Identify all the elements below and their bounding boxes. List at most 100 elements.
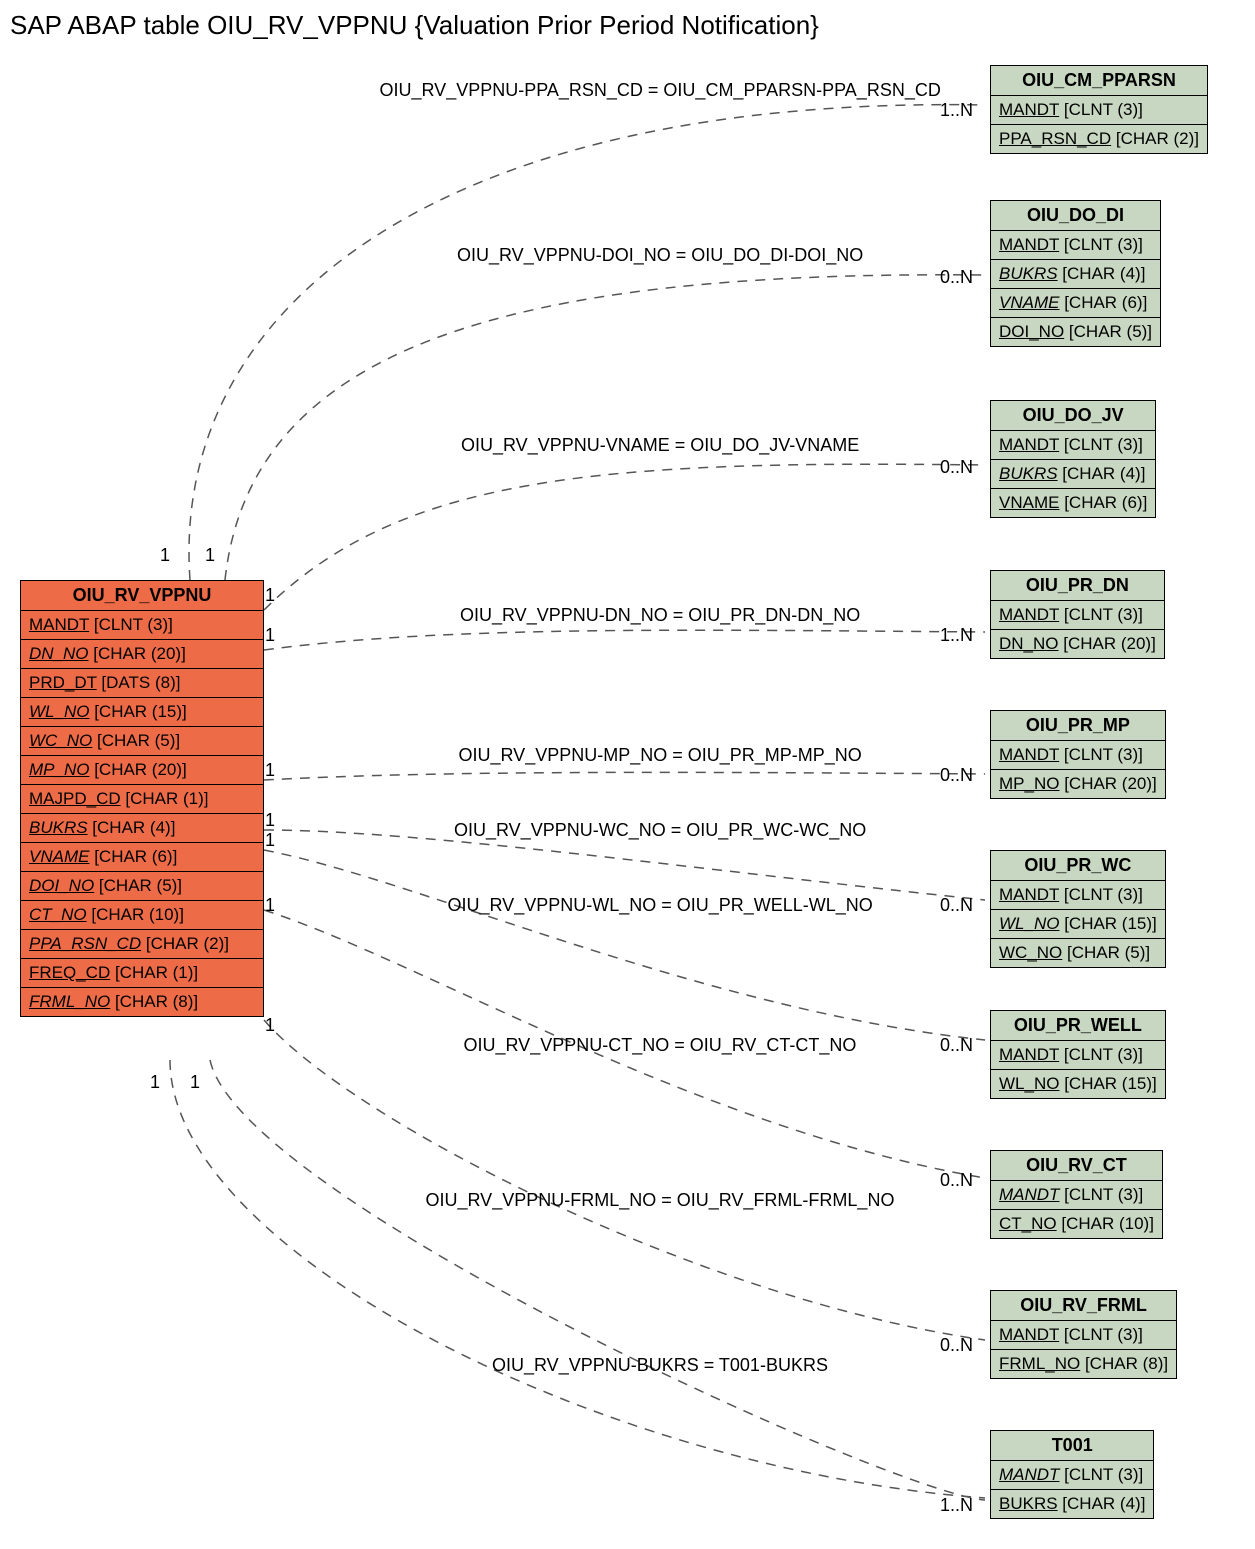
related-table-do_jv: OIU_DO_JVMANDT [CLNT (3)]BUKRS [CHAR (4)…: [990, 400, 1156, 518]
field-type: [CLNT (3)]: [1059, 235, 1143, 254]
cardinality-left-rv_ct: 1: [265, 1015, 275, 1036]
table-field-row: MP_NO [CHAR (20)]: [21, 756, 263, 785]
field-type: [CLNT (3)]: [1059, 100, 1143, 119]
edge-label-rv_frml: OIU_RV_VPPNU-BUKRS = T001-BUKRS: [492, 1355, 828, 1376]
table-field-row: DOI_NO [CHAR (5)]: [21, 872, 263, 901]
field-type: [CLNT (3)]: [1059, 1465, 1143, 1484]
cardinality-right-rv_frml: 0..N: [940, 1335, 973, 1356]
cardinality-right-t001: 1..N: [940, 1495, 973, 1516]
table-field-row: DOI_NO [CHAR (5)]: [991, 318, 1160, 346]
field-name: MANDT: [999, 1465, 1059, 1484]
field-type: [CHAR (5)]: [94, 876, 182, 895]
edge-label-rv_ct: OIU_RV_VPPNU-FRML_NO = OIU_RV_FRML-FRML_…: [426, 1190, 895, 1211]
cardinality-left-pr_wc: 1: [265, 810, 275, 831]
field-name: BUKRS: [999, 464, 1058, 483]
field-name: MANDT: [999, 100, 1059, 119]
cardinality-right-do_jv: 0..N: [940, 457, 973, 478]
field-type: [CHAR (4)]: [1058, 264, 1146, 283]
main-table-oiu-rv-vppnu: OIU_RV_VPPNU MANDT [CLNT (3)]DN_NO [CHAR…: [20, 580, 264, 1017]
edge-label-do_di: OIU_RV_VPPNU-DOI_NO = OIU_DO_DI-DOI_NO: [457, 245, 863, 266]
related-table-cm_pparsn: OIU_CM_PPARSNMANDT [CLNT (3)]PPA_RSN_CD …: [990, 65, 1208, 154]
field-name: MANDT: [999, 1045, 1059, 1064]
field-type: [CHAR (20)]: [1059, 634, 1156, 653]
field-name: BUKRS: [999, 1494, 1058, 1513]
table-field-row: MANDT [CLNT (3)]: [991, 231, 1160, 260]
field-name: DOI_NO: [29, 876, 94, 895]
table-field-row: MANDT [CLNT (3)]: [991, 741, 1165, 770]
field-name: PRD_DT: [29, 673, 97, 692]
field-type: [CHAR (2)]: [1111, 129, 1199, 148]
field-type: [CHAR (6)]: [1059, 293, 1147, 312]
table-field-row: VNAME [CHAR (6)]: [991, 289, 1160, 318]
field-name: BUKRS: [999, 264, 1058, 283]
relationship-edge: [225, 275, 985, 580]
field-name: MANDT: [29, 615, 89, 634]
field-type: [CHAR (15)]: [1059, 1074, 1156, 1093]
field-name: MANDT: [999, 1325, 1059, 1344]
edge-label2-pr_wc: OIU_RV_VPPNU-WL_NO = OIU_PR_WELL-WL_NO: [448, 895, 873, 916]
related-table-header: OIU_DO_JV: [991, 401, 1155, 431]
table-field-row: WL_NO [CHAR (15)]: [991, 910, 1165, 939]
related-table-pr_wc: OIU_PR_WCMANDT [CLNT (3)]WL_NO [CHAR (15…: [990, 850, 1166, 968]
field-name: MP_NO: [29, 760, 89, 779]
table-field-row: MANDT [CLNT (3)]: [991, 601, 1164, 630]
relationship-edge: [264, 1020, 985, 1340]
field-name: DN_NO: [999, 634, 1059, 653]
field-type: [CLNT (3)]: [1059, 435, 1143, 454]
field-type: [CHAR (4)]: [1058, 464, 1146, 483]
table-field-row: MANDT [CLNT (3)]: [991, 1181, 1162, 1210]
table-field-row: PPA_RSN_CD [CHAR (2)]: [21, 930, 263, 959]
table-field-row: DN_NO [CHAR (20)]: [991, 630, 1164, 658]
field-type: [CHAR (1)]: [110, 963, 198, 982]
field-name: VNAME: [999, 493, 1059, 512]
edge-label-cm_pparsn: OIU_RV_VPPNU-PPA_RSN_CD = OIU_CM_PPARSN-…: [380, 80, 941, 101]
field-name: CT_NO: [29, 905, 87, 924]
field-type: [CHAR (5)]: [1062, 943, 1150, 962]
field-type: [CHAR (10)]: [87, 905, 184, 924]
field-type: [CLNT (3)]: [1059, 1325, 1143, 1344]
table-field-row: MANDT [CLNT (3)]: [991, 1321, 1176, 1350]
field-name: DN_NO: [29, 644, 89, 663]
related-table-header: OIU_DO_DI: [991, 201, 1160, 231]
related-table-header: OIU_CM_PPARSN: [991, 66, 1207, 96]
field-type: [CHAR (4)]: [88, 818, 176, 837]
field-type: [CHAR (8)]: [1080, 1354, 1168, 1373]
table-field-row: MANDT [CLNT (3)]: [991, 881, 1165, 910]
related-table-pr_well: OIU_PR_WELLMANDT [CLNT (3)]WL_NO [CHAR (…: [990, 1010, 1166, 1099]
table-field-row: BUKRS [CHAR (4)]: [991, 260, 1160, 289]
related-table-rv_frml: OIU_RV_FRMLMANDT [CLNT (3)]FRML_NO [CHAR…: [990, 1290, 1177, 1379]
field-type: [CLNT (3)]: [1059, 745, 1143, 764]
field-type: [CLNT (3)]: [1059, 1045, 1143, 1064]
field-type: [CLNT (3)]: [1059, 885, 1143, 904]
cardinality-left-do_di: 1: [205, 545, 215, 566]
relationship-edge: [264, 850, 985, 1040]
relationship-edge: [189, 105, 985, 580]
field-name: MAJPD_CD: [29, 789, 121, 808]
table-field-row: BUKRS [CHAR (4)]: [21, 814, 263, 843]
field-name: FREQ_CD: [29, 963, 110, 982]
field-name: FRML_NO: [29, 992, 110, 1011]
field-name: MP_NO: [999, 774, 1059, 793]
field-name: FRML_NO: [999, 1354, 1080, 1373]
table-field-row: MANDT [CLNT (3)]: [991, 431, 1155, 460]
table-field-row: VNAME [CHAR (6)]: [21, 843, 263, 872]
cardinality-left-cm_pparsn: 1: [160, 545, 170, 566]
table-field-row: WL_NO [CHAR (15)]: [991, 1070, 1165, 1098]
relationship-edge: [210, 1060, 985, 1500]
field-name: WL_NO: [999, 1074, 1059, 1093]
field-name: MANDT: [999, 235, 1059, 254]
relationship-edge: [264, 464, 985, 610]
table-field-row: MANDT [CLNT (3)]: [991, 96, 1207, 125]
cardinality-right-pr_wc: 0..N: [940, 895, 973, 916]
relationship-edge: [264, 630, 985, 650]
field-name: WC_NO: [29, 731, 92, 750]
table-field-row: BUKRS [CHAR (4)]: [991, 460, 1155, 489]
table-field-row: FRML_NO [CHAR (8)]: [991, 1350, 1176, 1378]
field-type: [CHAR (8)]: [110, 992, 198, 1011]
cardinality-left-rv_frml: 1: [150, 1072, 160, 1093]
field-type: [CHAR (5)]: [1064, 322, 1152, 341]
related-table-header: T001: [991, 1431, 1153, 1461]
field-name: MANDT: [999, 1185, 1059, 1204]
edge-label-do_jv: OIU_RV_VPPNU-VNAME = OIU_DO_JV-VNAME: [461, 435, 859, 456]
field-name: CT_NO: [999, 1214, 1057, 1233]
